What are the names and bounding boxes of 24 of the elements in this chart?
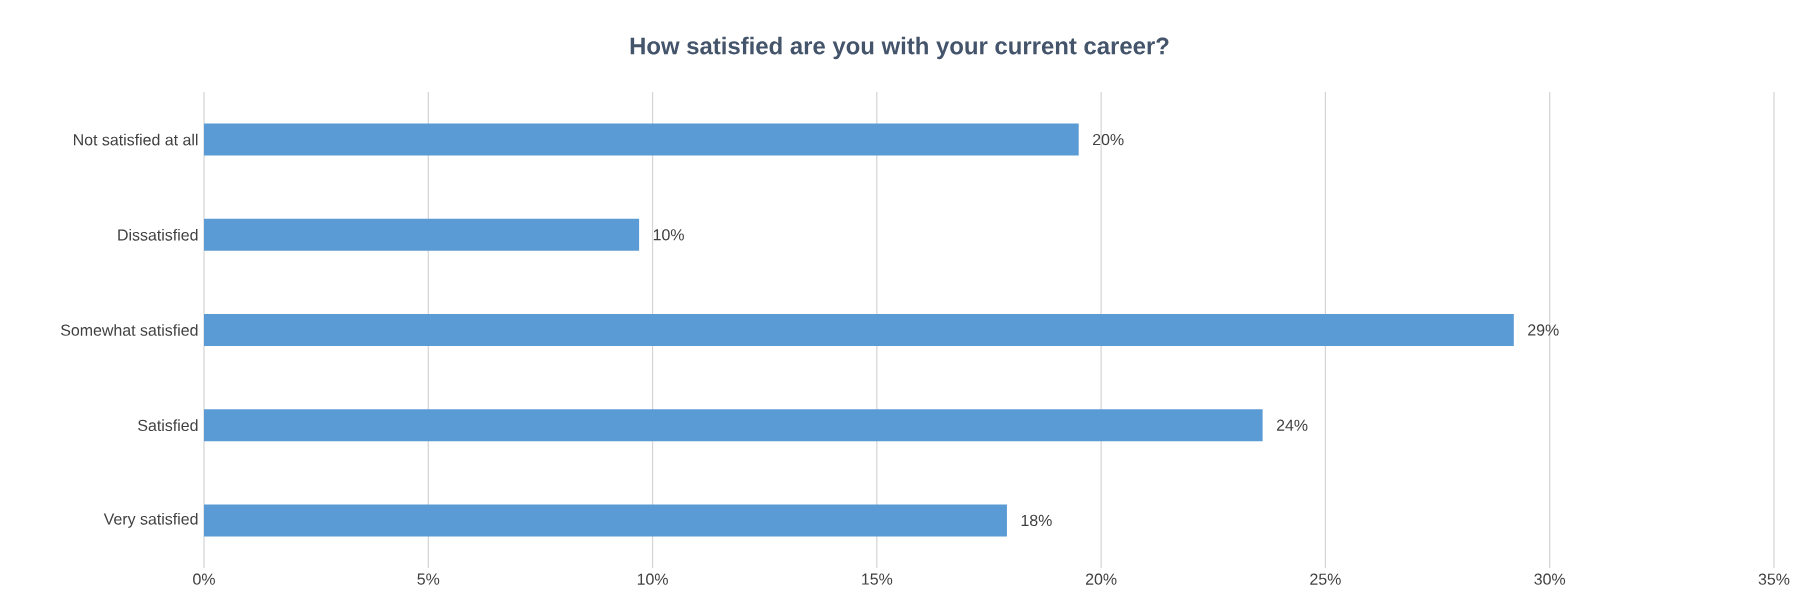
x-tick-label: 5% <box>417 573 440 585</box>
x-tick-label: 30% <box>1534 573 1566 585</box>
y-tick-label: Not satisfied at all <box>73 133 198 146</box>
x-tick-label: 15% <box>862 573 893 585</box>
x-tick-label: 35% <box>1758 573 1790 585</box>
bar <box>204 123 1079 156</box>
y-tick-label: Dissatisfied <box>118 228 198 241</box>
data-label: 24% <box>1276 419 1308 431</box>
x-tick-label: 20% <box>1085 573 1117 585</box>
bar <box>204 314 1514 346</box>
bar <box>204 409 1263 442</box>
data-label: 10% <box>653 229 684 241</box>
bar <box>204 218 640 251</box>
y-tick-label: Somewhat satisfied <box>60 324 198 336</box>
data-label: 20% <box>1093 133 1124 146</box>
chart-title: How satisfied are you with your current career? <box>630 36 1169 60</box>
x-tick-label: 0% <box>193 573 215 585</box>
bar <box>204 504 1007 537</box>
data-label: 29% <box>1528 324 1559 336</box>
y-tick-label: Very satisfied <box>103 512 198 528</box>
data-label: 18% <box>1021 514 1052 527</box>
x-tick-label: 10% <box>637 573 668 585</box>
y-tick-label: Satisfied <box>138 419 198 432</box>
x-tick-label: 25% <box>1310 573 1341 585</box>
